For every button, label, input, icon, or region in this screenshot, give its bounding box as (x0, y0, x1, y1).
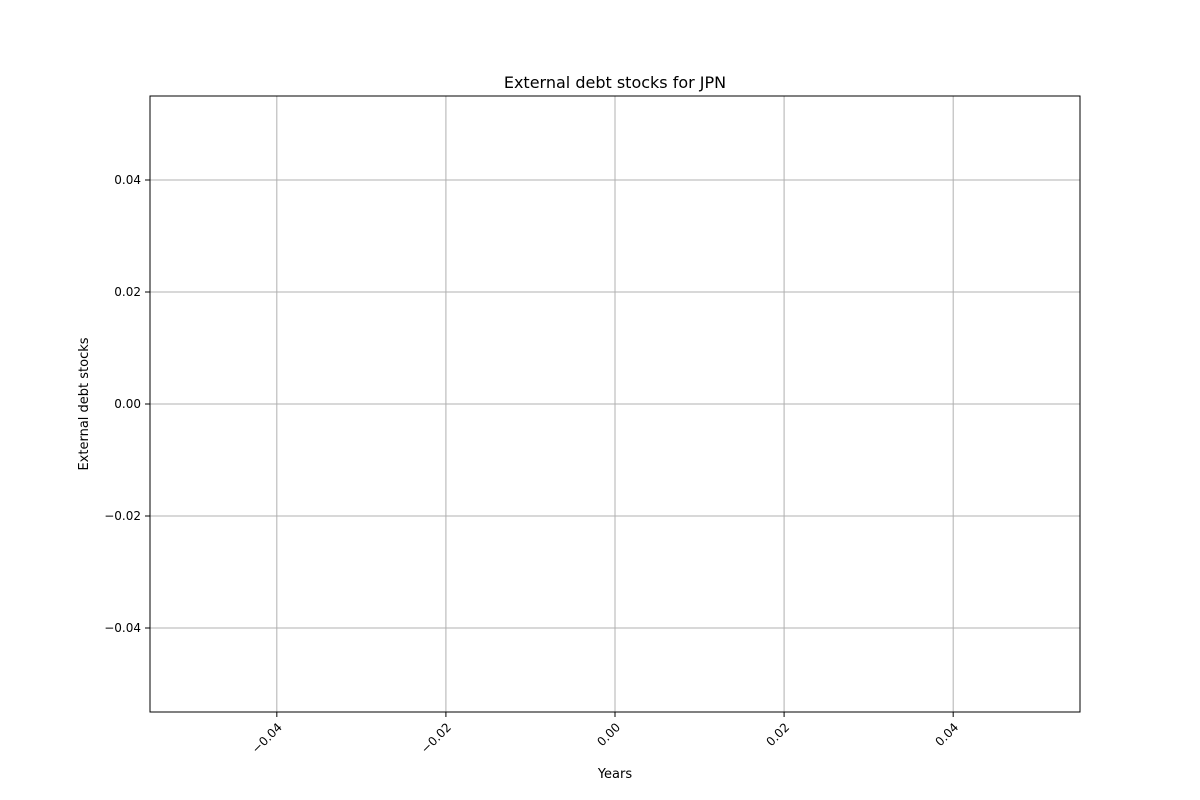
y-tick-label: −0.02 (104, 509, 141, 523)
y-tick-label: −0.04 (104, 621, 141, 635)
chart-title: External debt stocks for JPN (504, 73, 726, 92)
grid-lines (150, 96, 1080, 712)
y-tick-label: 0.04 (114, 173, 141, 187)
y-tick-label: 0.02 (114, 285, 141, 299)
y-axis-label: External debt stocks (77, 337, 92, 470)
x-axis-label: Years (597, 767, 633, 782)
y-tick-label: 0.00 (114, 397, 141, 411)
